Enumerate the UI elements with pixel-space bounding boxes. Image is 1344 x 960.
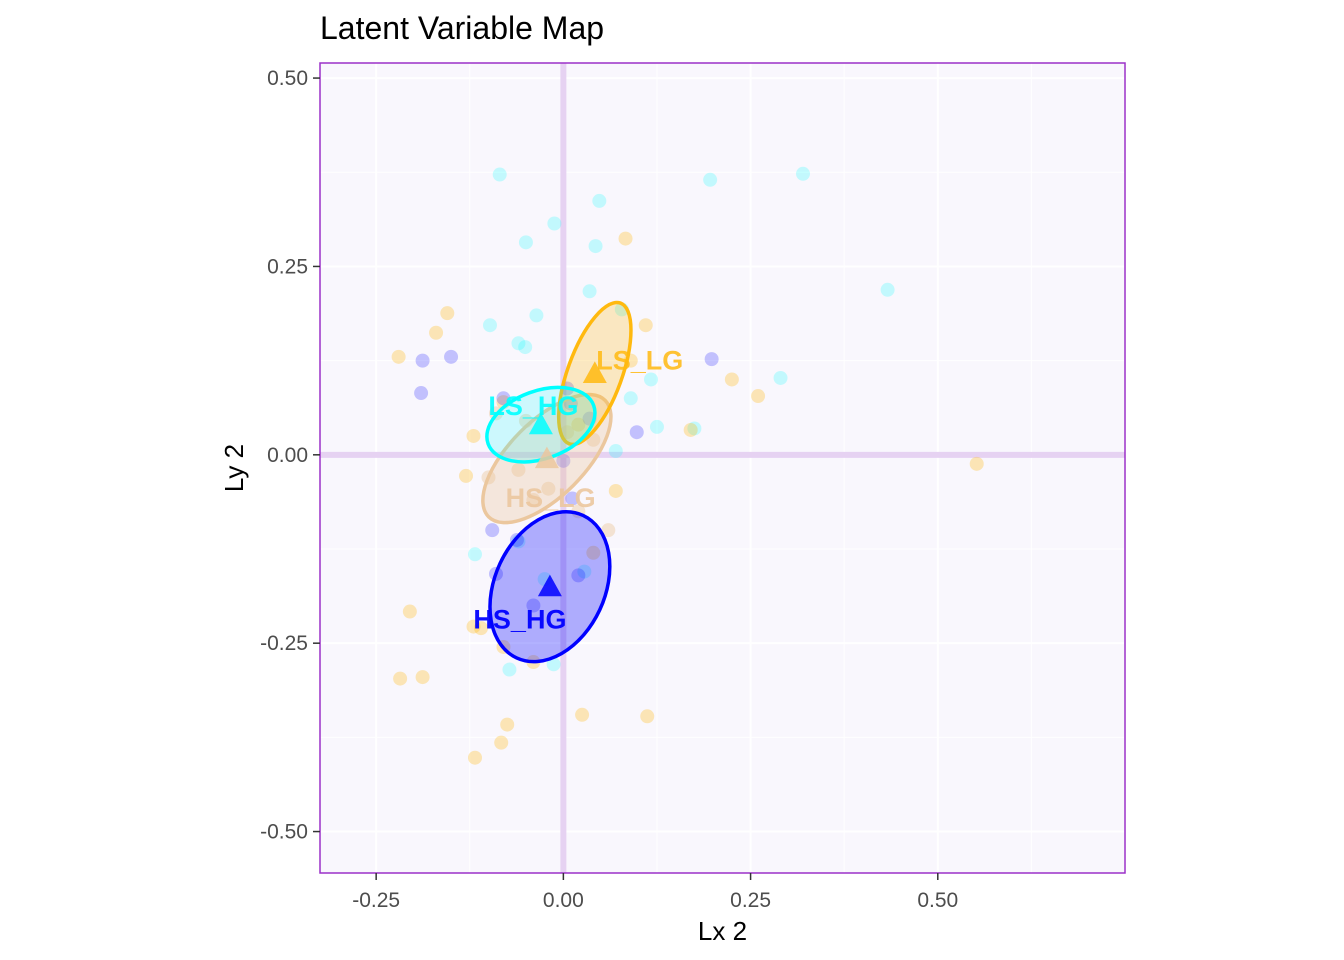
data-point-ls-lg: [393, 671, 408, 686]
data-point-ls-hg: [773, 370, 788, 385]
data-point-hs-lg: [526, 493, 541, 508]
data-point-hs-hg: [629, 425, 644, 440]
data-point-ls-hg: [482, 318, 497, 333]
group-label-ls-hg: LS_HG: [488, 391, 578, 421]
data-point-ls-hg: [703, 172, 718, 187]
data-point-ls-hg: [796, 166, 810, 181]
x-axis: -0.25 0.00 0.25 0.50: [352, 873, 958, 912]
data-point-hs-hg: [415, 353, 430, 368]
group-mean-marker-hs-hg: [537, 574, 562, 597]
data-point-ls-hg: [643, 372, 658, 387]
data-point-ls-hg: [623, 391, 638, 406]
data-point-hs-lg: [601, 523, 616, 538]
x-tick-label: 0.50: [917, 889, 958, 912]
data-point-ls-lg: [391, 349, 406, 364]
group-labels: LS_HG LS_LG HS_HG HS_LG: [473, 345, 683, 634]
data-point-ls-lg: [494, 735, 509, 750]
data-point-ls-hg: [880, 282, 895, 297]
data-point-ls-lg: [640, 709, 655, 724]
data-point-ls-hg: [687, 421, 702, 436]
y-tick-label: -0.50: [260, 821, 308, 844]
data-point-ls-lg: [638, 318, 653, 333]
data-point-ls-hg: [511, 336, 526, 351]
data-point-ls-lg: [468, 750, 483, 765]
data-point-ls-hg: [468, 547, 483, 562]
data-point-ls-hg: [649, 419, 664, 434]
data-point-ls-hg: [518, 340, 533, 355]
plot-panel-border: [319, 62, 1126, 874]
data-point-hs-hg: [485, 523, 500, 538]
data-point-hs-hg: [571, 568, 586, 583]
data-point-hs-hg: [556, 453, 571, 468]
data-point-ls-lg: [402, 604, 417, 619]
data-point-hs-hg: [496, 391, 511, 406]
data-point-hs-lg: [541, 481, 556, 496]
origin-lines: [320, 63, 1125, 873]
data-point-ls-lg: [415, 670, 430, 685]
x-axis-title: Lx 2: [698, 916, 747, 946]
data-point-ls-lg: [440, 306, 455, 321]
group-label-ls-lg: LS_LG: [596, 345, 683, 375]
group-mean-marker-hs-lg: [534, 446, 559, 469]
data-point-ls-lg: [466, 619, 481, 634]
chart-title: Latent Variable Map: [320, 10, 605, 46]
data-point-ls-lg: [459, 468, 474, 483]
data-point-ls-hg: [588, 239, 603, 254]
data-point-ls-lg: [466, 428, 481, 443]
group-label-hs-lg: HS_LG: [506, 483, 596, 513]
x-tick-label: 0.00: [543, 889, 584, 912]
y-tick-label: 0.50: [267, 67, 308, 90]
data-point-ls-hg: [608, 444, 623, 459]
x-tick-label: -0.25: [352, 889, 400, 912]
data-point-ls-lg: [429, 325, 444, 340]
data-point-ls-hg: [518, 235, 533, 250]
data-point-hs-hg: [444, 349, 459, 364]
data-point-ls-hg: [546, 657, 561, 672]
data-point-ls-lg: [500, 717, 515, 732]
data-point-hs-hg: [414, 386, 429, 401]
data-point-ls-lg: [571, 417, 586, 432]
data-point-ls-lg: [724, 372, 739, 387]
data-point-hs-hg: [526, 598, 541, 613]
y-tick-label: 0.00: [267, 444, 308, 467]
data-point-ls-lg: [618, 231, 633, 246]
data-point-hs-hg: [704, 352, 719, 367]
data-point-ls-hg: [592, 193, 607, 208]
group-means: [528, 361, 607, 597]
data-point-ls-hg: [492, 167, 507, 182]
data-point-ls-hg: [582, 284, 597, 299]
data-point-hs-lg: [511, 462, 526, 477]
plot-panel-background: [320, 63, 1125, 873]
data-point-ls-lg: [586, 545, 601, 560]
data-point-hs-hg: [565, 491, 580, 506]
data-point-ls-hg: [577, 564, 592, 579]
data-point-ls-lg: [575, 707, 590, 722]
data-point-ls-hg: [547, 216, 562, 231]
data-point-ls-hg: [502, 662, 517, 677]
data-point-ls-lg: [474, 621, 488, 636]
y-tick-label: 0.25: [267, 255, 308, 278]
data-point-ls-lg: [683, 422, 698, 437]
minor-gridlines: [320, 63, 1125, 873]
y-axis: -0.50 -0.25 0.00 0.25 0.50: [260, 67, 320, 844]
data-point-ls-lg: [751, 389, 766, 404]
group-mean-marker-ls-lg: [582, 361, 607, 384]
group-label-hs-hg: HS_HG: [473, 604, 566, 634]
data-point-ls-hg: [529, 308, 544, 323]
data-point-ls-lg: [969, 456, 984, 471]
data-point-hs-lg: [560, 425, 575, 440]
y-axis-title: Ly 2: [219, 444, 249, 492]
y-tick-label: -0.25: [260, 632, 308, 655]
data-point-ls-lg: [608, 483, 623, 498]
group-mean-marker-ls-hg: [528, 412, 553, 435]
x-tick-label: 0.25: [730, 889, 771, 912]
